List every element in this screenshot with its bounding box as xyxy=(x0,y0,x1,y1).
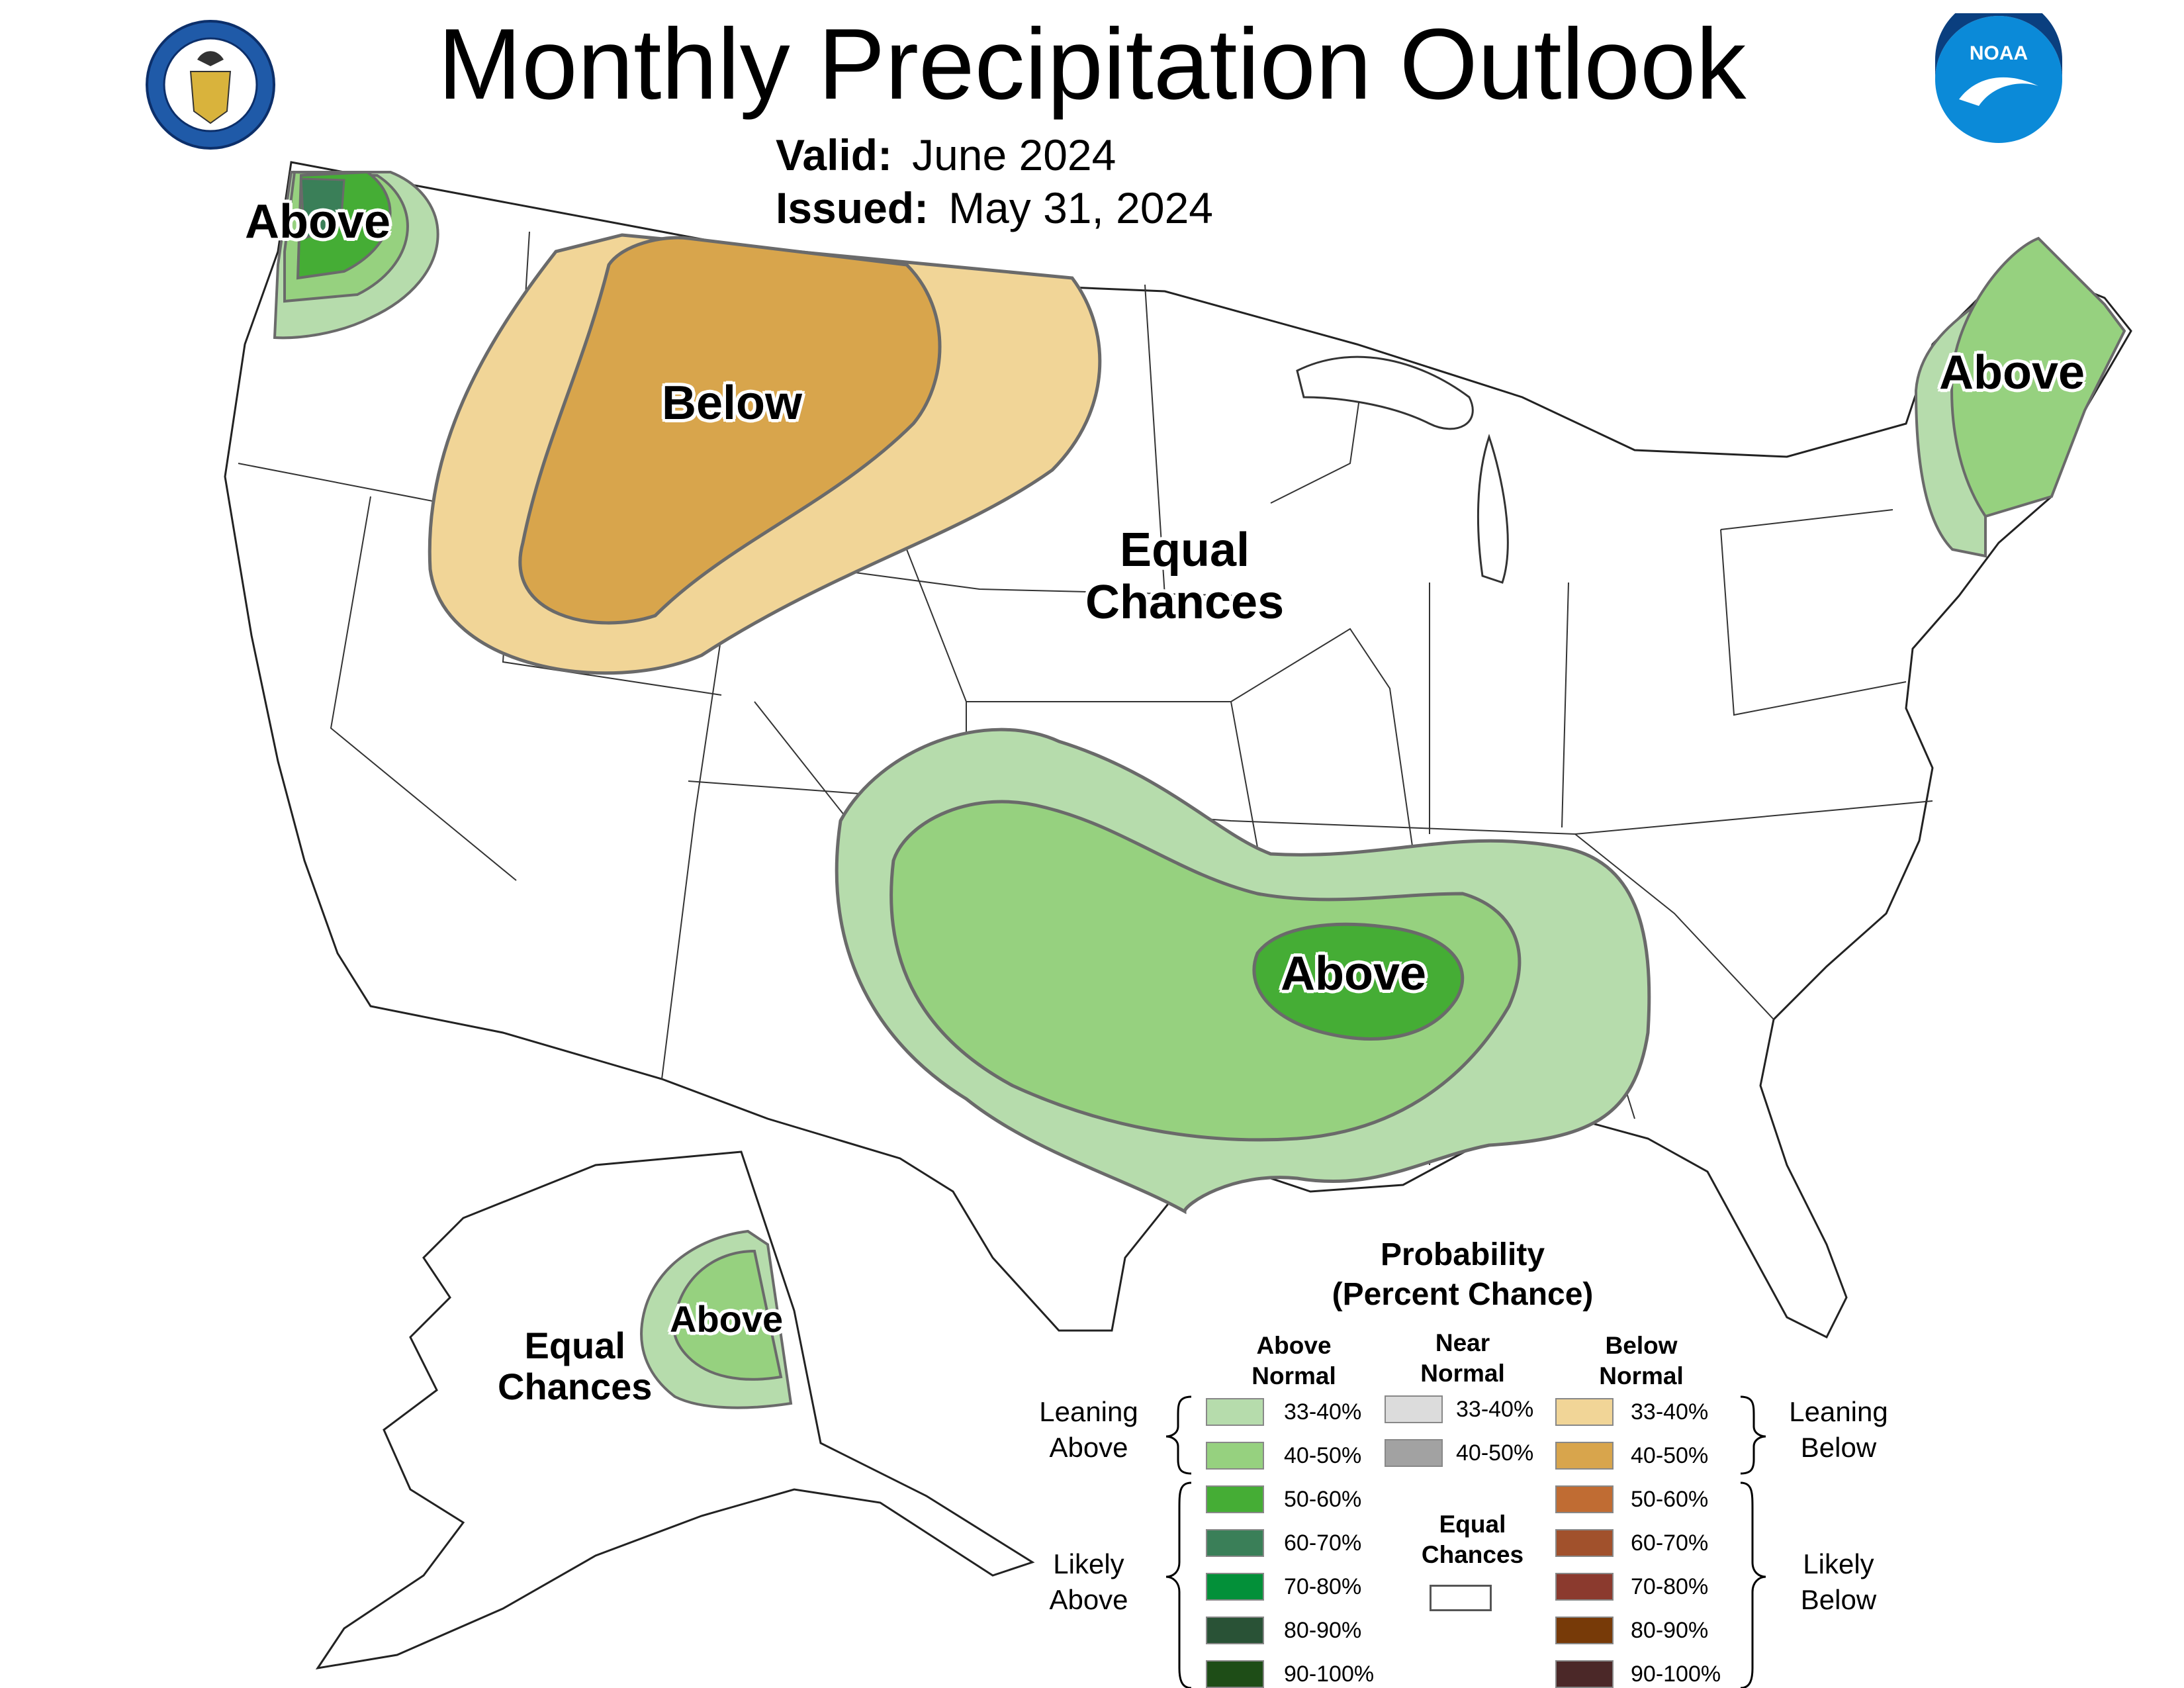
legend-near-header-line2: Normal xyxy=(1420,1360,1505,1387)
legend-below-swatch-2 xyxy=(1555,1442,1614,1470)
label-central-line1: Equal xyxy=(1120,524,1250,577)
legend-near-range-1: 33-40% xyxy=(1456,1397,1534,1422)
page-title: Monthly Precipitation Outlook xyxy=(437,8,1747,120)
legend-below-range-6: 80-90% xyxy=(1631,1618,1709,1643)
legend-above-swatch-6 xyxy=(1206,1617,1264,1644)
legend-below-swatch-5 xyxy=(1555,1573,1614,1601)
svg-text:NOAA: NOAA xyxy=(1970,42,2028,64)
label-alaska-west-line1: Equal xyxy=(524,1325,625,1366)
issued-line: Issued: May 31, 2024 xyxy=(776,183,1213,233)
legend-below-range-2: 40-50% xyxy=(1631,1443,1709,1468)
noaa-logo-icon: NOAA xyxy=(1935,13,2062,143)
valid-label: Valid: xyxy=(776,130,893,179)
label-south-central: Above xyxy=(1281,947,1427,1000)
label-northeast: Above xyxy=(1939,346,2085,399)
legend-near-header-line1: Near xyxy=(1435,1329,1490,1356)
legend-likely-below-line1: Likely xyxy=(1803,1548,1874,1579)
legend-above-range-7: 90-100% xyxy=(1284,1662,1375,1687)
legend-title-line2: (Percent Chance) xyxy=(1332,1277,1594,1312)
valid-line: Valid: June 2024 xyxy=(776,130,1116,180)
legend-likely-below: Likely Below xyxy=(1772,1546,1905,1618)
legend-above-swatch-5 xyxy=(1206,1573,1264,1601)
above-sc-40-50-region xyxy=(889,800,1522,1142)
legend-above-range-1: 33-40% xyxy=(1284,1399,1362,1425)
legend-above-range-6: 80-90% xyxy=(1284,1618,1362,1643)
legend-below-swatch-3 xyxy=(1555,1485,1614,1513)
legend-above-range-5: 70-80% xyxy=(1284,1574,1362,1599)
legend-title-line1: Probability xyxy=(1380,1237,1545,1272)
legend-below-range-4: 60-70% xyxy=(1631,1530,1709,1556)
legend-above-header-line2: Normal xyxy=(1251,1362,1336,1389)
label-northern-rockies: Below xyxy=(662,377,803,430)
above-ne-40-50-region xyxy=(1950,236,2126,518)
above-nw-60-70-region xyxy=(300,177,345,240)
legend-near-header: Near Normal xyxy=(1383,1328,1542,1389)
brace-leaning-above xyxy=(1165,1395,1192,1475)
legend-above-swatch-7 xyxy=(1206,1660,1264,1688)
label-alaska-west-line2: Chances xyxy=(498,1365,653,1407)
legend-equal-line2: Chances xyxy=(1421,1541,1524,1568)
legend-near-swatch-1 xyxy=(1385,1395,1443,1423)
department-of-commerce-seal-icon xyxy=(146,20,275,150)
valid-value: June 2024 xyxy=(912,130,1116,179)
legend-above-swatch-3 xyxy=(1206,1485,1264,1513)
legend-below-header-line1: Below xyxy=(1605,1332,1678,1359)
legend-equal-line1: Equal xyxy=(1439,1511,1506,1538)
legend-below-range-3: 50-60% xyxy=(1631,1487,1709,1512)
above-ak-40-50-region xyxy=(672,1249,783,1381)
legend-leaning-above-line1: Leaning xyxy=(1039,1396,1138,1427)
legend-above-header: Above Normal xyxy=(1214,1331,1373,1391)
legend-likely-above-line2: Above xyxy=(1049,1584,1128,1615)
label-central-line2: Chances xyxy=(1085,576,1285,630)
issued-value: May 31, 2024 xyxy=(948,183,1214,232)
above-sc-50-60-region xyxy=(1252,922,1465,1041)
legend-above-range-3: 50-60% xyxy=(1284,1487,1362,1512)
legend-above-swatch-4 xyxy=(1206,1529,1264,1557)
legend-below-range-1: 33-40% xyxy=(1631,1399,1709,1425)
alaska-outline xyxy=(315,1150,1035,1670)
legend-leaning-below-line1: Leaning xyxy=(1789,1396,1888,1427)
legend-below-header: Below Normal xyxy=(1562,1331,1721,1391)
label-northwest: Above xyxy=(245,195,391,248)
legend-below-swatch-4 xyxy=(1555,1529,1614,1557)
brace-leaning-below xyxy=(1740,1395,1766,1475)
legend-above-header-line1: Above xyxy=(1256,1332,1332,1359)
label-alaska-east: Above xyxy=(670,1298,784,1340)
legend-likely-above: Likely Above xyxy=(1023,1546,1155,1618)
legend-below-swatch-1 xyxy=(1555,1398,1614,1426)
legend-equal-chances-swatch xyxy=(1430,1585,1492,1611)
legend-leaning-above-line2: Above xyxy=(1049,1432,1128,1463)
legend-leaning-above: Leaning Above xyxy=(1023,1394,1155,1466)
legend-below-range-7: 90-100% xyxy=(1631,1662,1721,1687)
legend-above-swatch-1 xyxy=(1206,1398,1264,1426)
legend-below-range-5: 70-80% xyxy=(1631,1574,1709,1599)
legend-leaning-below: Leaning Below xyxy=(1772,1394,1905,1466)
issued-label: Issued: xyxy=(776,183,929,232)
below-40-50-region xyxy=(518,236,942,625)
legend-above-range-4: 60-70% xyxy=(1284,1530,1362,1556)
brace-likely-above xyxy=(1165,1481,1192,1688)
label-alaska-west-equal-chances: Equal Chances xyxy=(498,1325,652,1407)
legend-likely-below-line2: Below xyxy=(1800,1584,1877,1615)
legend-likely-above-line1: Likely xyxy=(1053,1548,1124,1579)
legend-title: Probability (Percent Chance) xyxy=(1304,1235,1621,1315)
legend-leaning-below-line2: Below xyxy=(1800,1432,1877,1463)
legend-below-swatch-6 xyxy=(1555,1617,1614,1644)
legend-above-range-2: 40-50% xyxy=(1284,1443,1362,1468)
legend-braces xyxy=(1165,1395,1766,1688)
great-lakes xyxy=(1296,355,1509,584)
label-central-equal-chances: Equal Chances xyxy=(1085,524,1284,629)
legend-below-swatch-7 xyxy=(1555,1660,1614,1688)
legend-above-swatch-2 xyxy=(1206,1442,1264,1470)
brace-likely-below xyxy=(1740,1481,1766,1688)
legend-equal-chances: Equal Chances xyxy=(1403,1509,1542,1570)
legend: Probability (Percent Chance) Above Norma… xyxy=(993,1231,2184,1688)
legend-near-range-2: 40-50% xyxy=(1456,1440,1534,1466)
legend-near-swatch-2 xyxy=(1385,1439,1443,1467)
legend-below-header-line2: Normal xyxy=(1599,1362,1684,1389)
